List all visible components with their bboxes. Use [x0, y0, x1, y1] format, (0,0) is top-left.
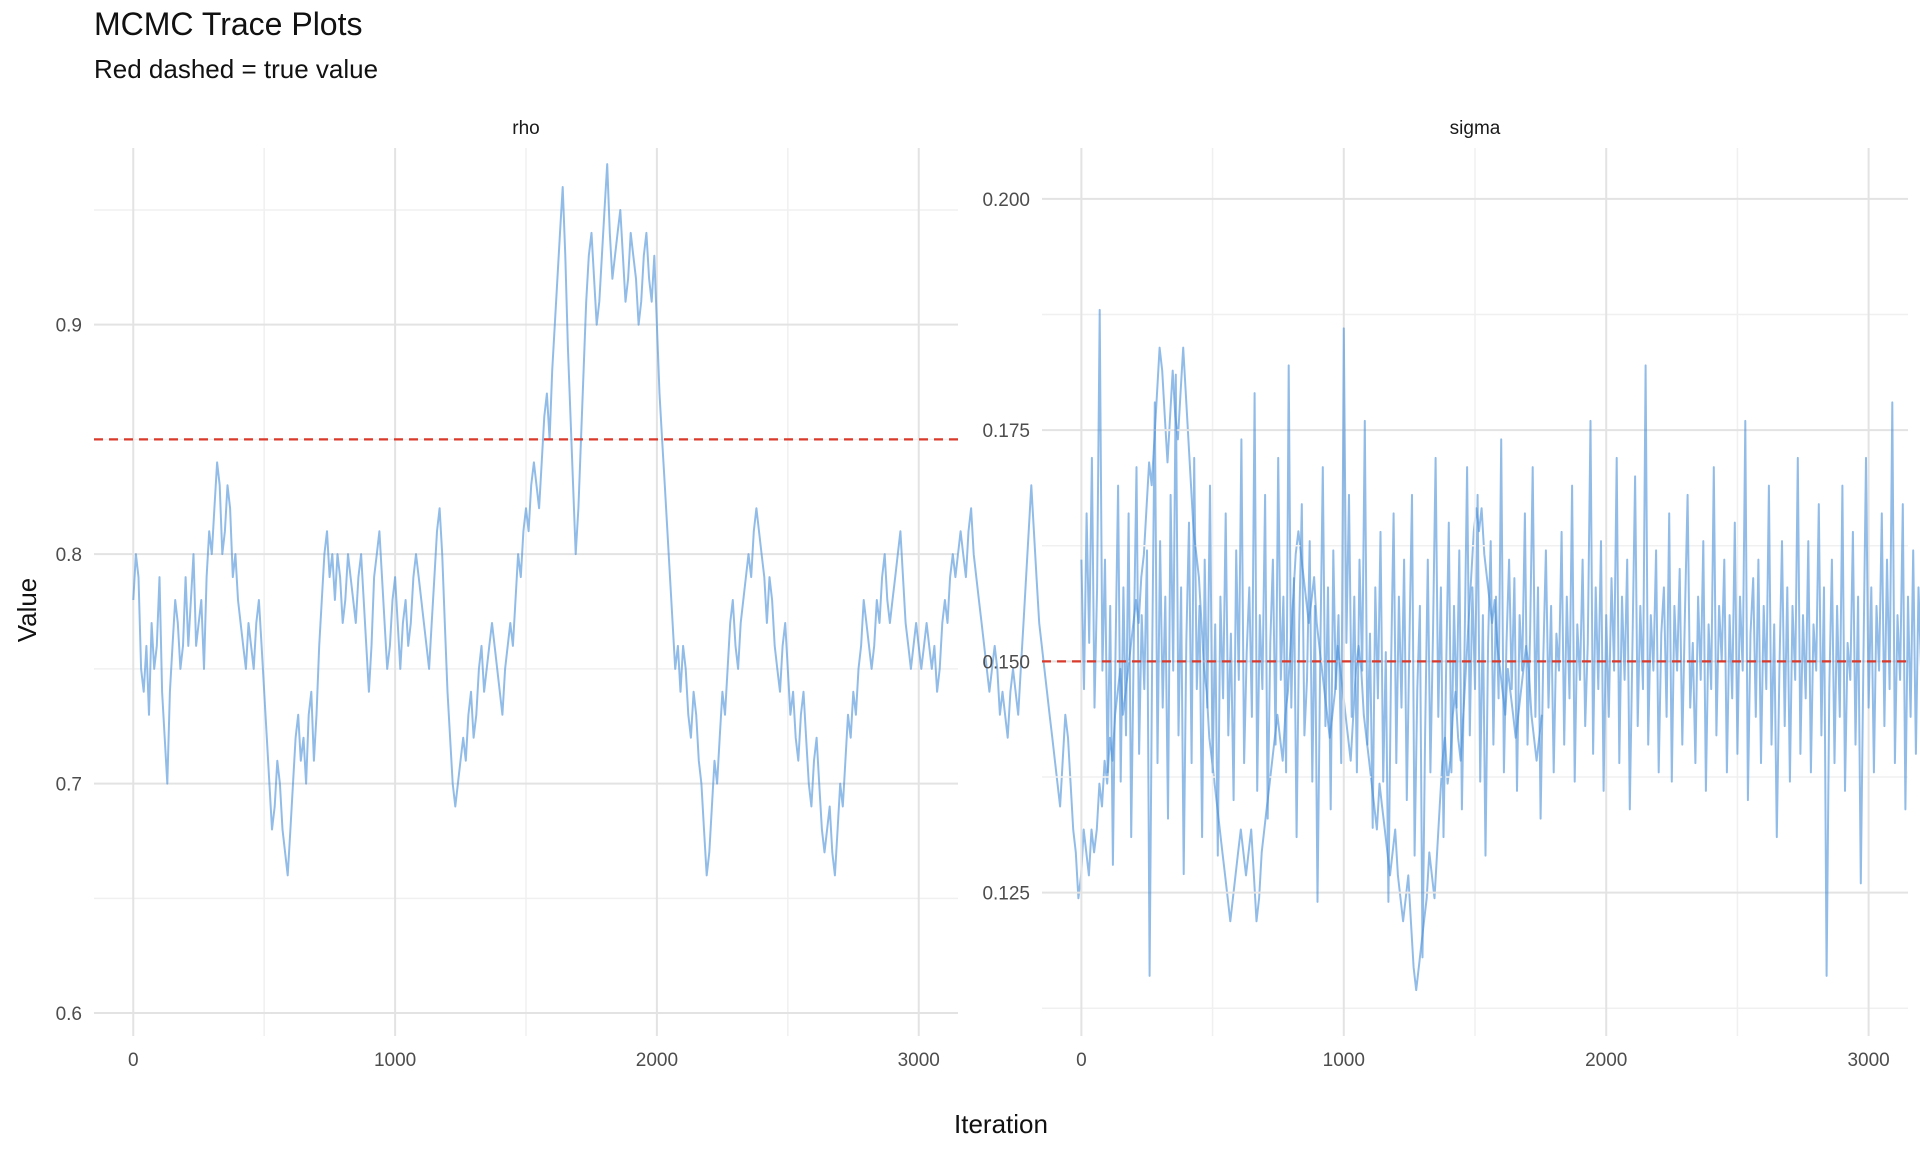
- chart-subtitle: Red dashed = true value: [94, 54, 379, 84]
- facet-label-rho: rho: [512, 118, 539, 139]
- panel-sigma: 0 1000 2000 3000 0.125 0.150 0.175 0.200 sigma: [982, 118, 1920, 1071]
- y-tick-label: 0.200: [982, 190, 1030, 211]
- x-tick-label: 1000: [374, 1050, 416, 1071]
- x-tick-label: 2000: [636, 1050, 678, 1071]
- panel-rho: 0 1000 2000 3000 0.6 0.7 0.8 0.9 rho: [56, 118, 1543, 1071]
- x-tick-label: 3000: [1847, 1050, 1889, 1071]
- chart-title: MCMC Trace Plots: [94, 6, 363, 42]
- y-axis-title: Value: [12, 578, 42, 643]
- x-tick-label: 0: [128, 1050, 139, 1071]
- y-tick-label: 0.6: [56, 1004, 82, 1025]
- y-tick-label: 0.125: [982, 884, 1030, 905]
- x-tick-label: 0: [1076, 1050, 1087, 1071]
- x-tick-label: 1000: [1323, 1050, 1365, 1071]
- y-tick-label: 0.8: [56, 545, 82, 566]
- y-tick-label: 0.9: [56, 316, 82, 337]
- trace-line-rho: [132, 163, 1543, 992]
- y-tick-label: 0.150: [982, 652, 1030, 673]
- x-tick-label: 3000: [898, 1050, 940, 1071]
- facet-label-sigma: sigma: [1450, 118, 1501, 139]
- y-tick-label: 0.7: [56, 775, 82, 796]
- y-tick-label: 0.175: [982, 421, 1030, 442]
- trace-line-sigma: [1080, 308, 1920, 977]
- x-axis-title: Iteration: [954, 1109, 1048, 1139]
- x-tick-label: 2000: [1585, 1050, 1627, 1071]
